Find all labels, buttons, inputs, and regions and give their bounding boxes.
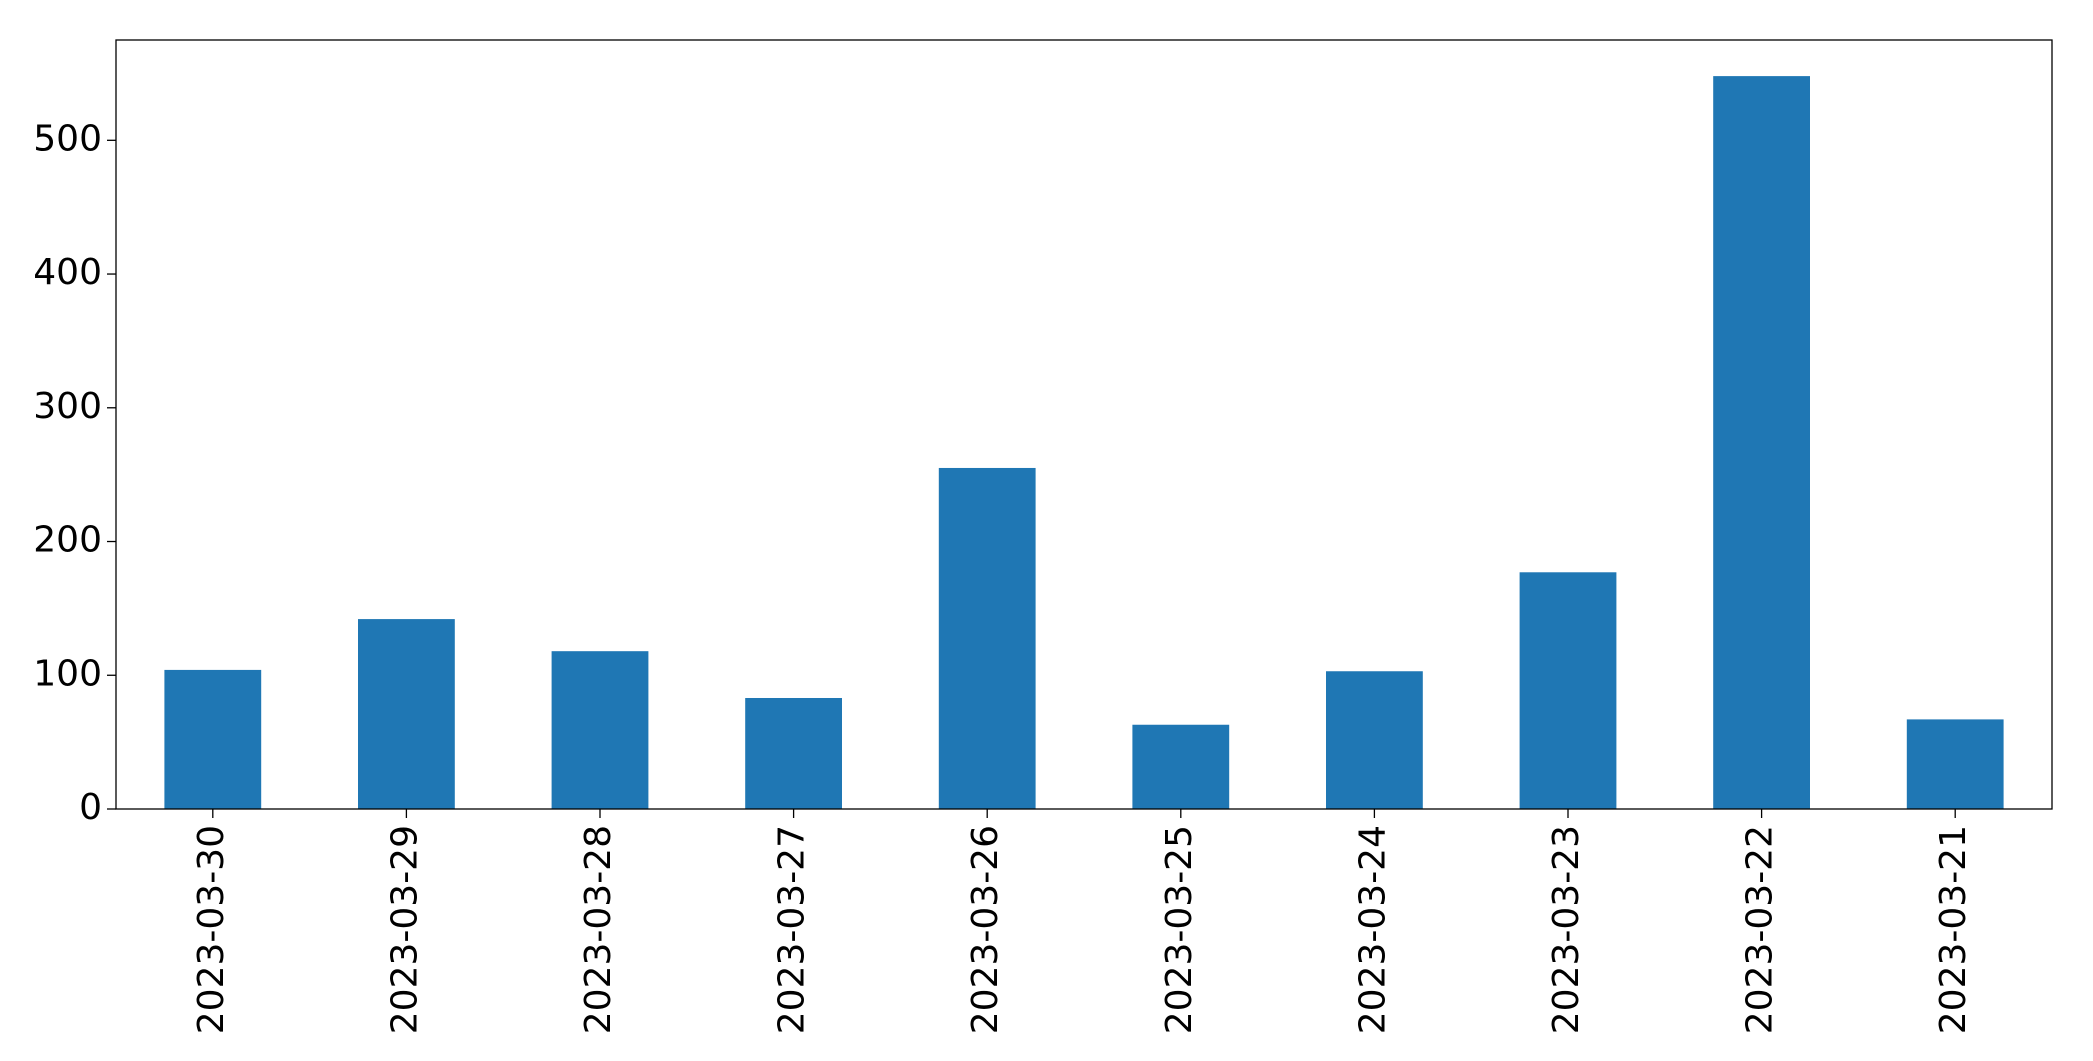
x-tick-label: 2023-03-23 — [1546, 825, 1587, 1034]
y-tick-label: 500 — [33, 118, 102, 159]
bar — [1906, 719, 2004, 809]
x-tick-label: 2023-03-22 — [1740, 825, 1781, 1034]
bar — [1713, 76, 1810, 810]
y-tick-label: 300 — [33, 386, 102, 427]
x-tick-label: 2023-03-26 — [965, 825, 1006, 1034]
x-tick-label: 2023-03-21 — [1933, 825, 1974, 1034]
bar — [1132, 724, 1230, 809]
x-tick-label: 2023-03-30 — [191, 825, 232, 1034]
x-tick-label: 2023-03-28 — [578, 825, 619, 1034]
bar — [164, 669, 262, 809]
y-tick-label: 400 — [33, 252, 102, 293]
plot-frame — [115, 39, 2053, 810]
bar — [745, 697, 842, 809]
bar — [1519, 572, 1617, 809]
bar — [938, 467, 1036, 809]
y-tick-label: 100 — [33, 653, 102, 694]
bar — [551, 651, 649, 809]
x-tick-label: 2023-03-25 — [1159, 825, 1200, 1034]
bar — [1326, 671, 1423, 809]
x-tick-label: 2023-03-29 — [384, 825, 425, 1034]
x-tick-label: 2023-03-27 — [772, 825, 813, 1034]
bar — [358, 619, 455, 809]
x-tick-label: 2023-03-24 — [1352, 825, 1393, 1034]
y-tick-label: 200 — [33, 520, 102, 561]
y-tick-label: 0 — [79, 787, 102, 828]
